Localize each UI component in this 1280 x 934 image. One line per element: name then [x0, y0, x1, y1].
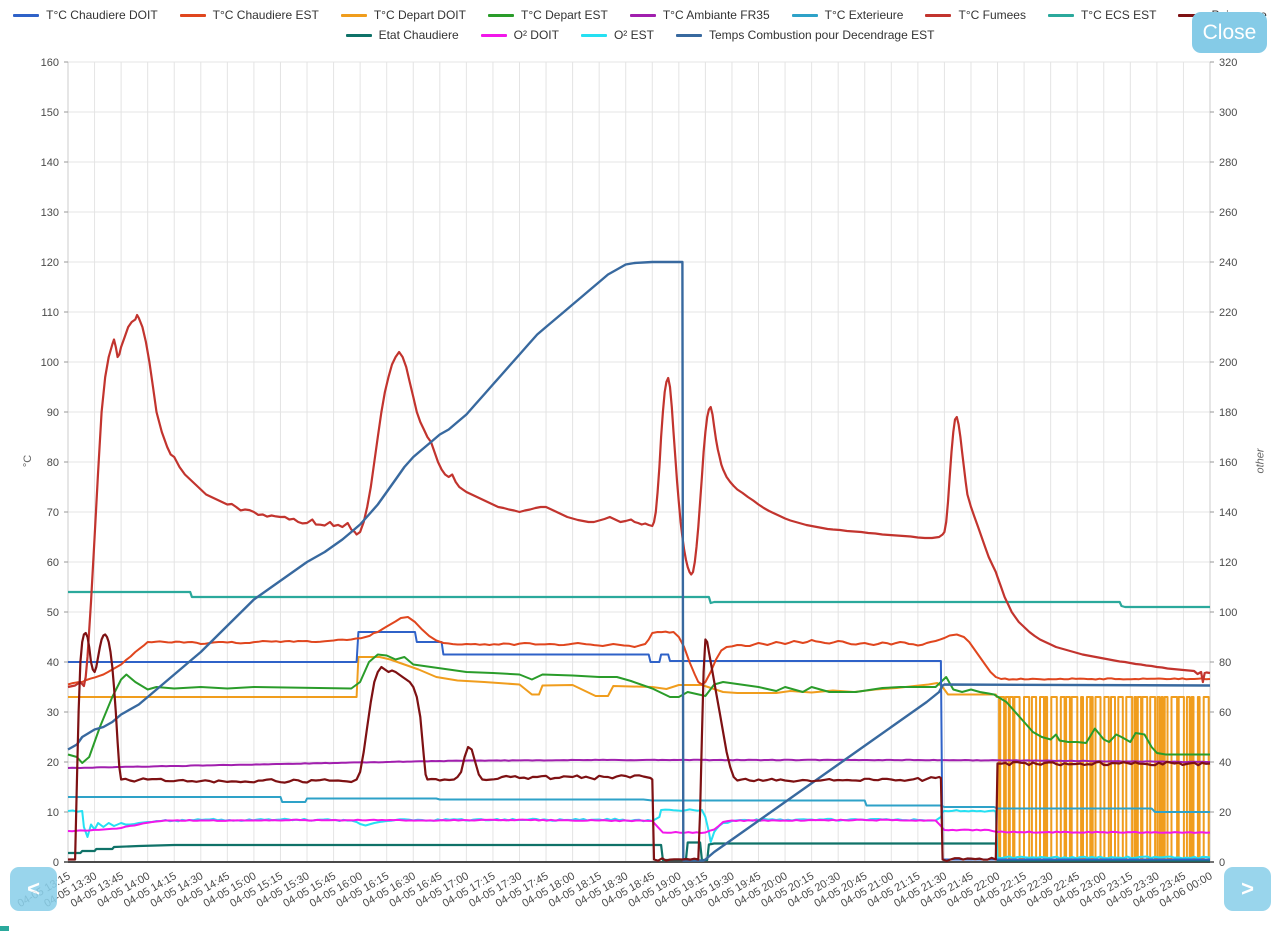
svg-text:150: 150: [41, 107, 59, 119]
legend-item-ambiante[interactable]: T°C Ambiante FR35: [629, 8, 770, 22]
svg-text:130: 130: [41, 207, 59, 219]
svg-text:180: 180: [1219, 407, 1237, 419]
left-axis-title: °C: [22, 454, 35, 468]
svg-text:10: 10: [47, 807, 59, 819]
legend-item-temps_combustion[interactable]: Temps Combustion pour Decendrage EST: [675, 28, 935, 42]
svg-text:90: 90: [47, 407, 59, 419]
legend-label-o2_doit: O² DOIT: [513, 28, 559, 42]
svg-text:160: 160: [1219, 457, 1237, 469]
legend-label-ambiante: T°C Ambiante FR35: [662, 8, 770, 22]
svg-text:200: 200: [1219, 357, 1237, 369]
legend-row-2: Etat Chaudiere O² DOIT O² EST Temps Combust…: [0, 28, 1280, 42]
svg-text:60: 60: [47, 557, 59, 569]
close-button[interactable]: Close: [1192, 12, 1267, 53]
legend-swatch-depart_est: [487, 13, 514, 17]
legend-item-depart_doit[interactable]: T°C Depart DOIT: [340, 8, 466, 22]
legend-item-etat[interactable]: Etat Chaudiere: [345, 28, 459, 42]
legend-label-fumees: T°C Fumees: [958, 8, 1026, 22]
legend-swatch-depart_doit: [340, 13, 367, 17]
legend-label-ecs_est: T°C ECS EST: [1080, 8, 1157, 22]
svg-text:20: 20: [47, 757, 59, 769]
svg-text:50: 50: [47, 607, 59, 619]
svg-text:0: 0: [53, 857, 59, 869]
svg-text:160: 160: [41, 57, 59, 69]
next-page-button[interactable]: >: [1224, 867, 1271, 911]
legend-swatch-chaudiere_est: [179, 13, 206, 17]
legend-swatch-o2_est: [580, 33, 607, 37]
svg-text:100: 100: [1219, 607, 1237, 619]
svg-text:70: 70: [47, 507, 59, 519]
legend-swatch-exterieure: [791, 13, 818, 17]
svg-text:40: 40: [47, 657, 59, 669]
legend-swatch-etat: [345, 33, 372, 37]
svg-text:20: 20: [1219, 807, 1231, 819]
svg-text:80: 80: [1219, 657, 1231, 669]
legend-item-fumees[interactable]: T°C Fumees: [925, 8, 1026, 22]
chart-legend: T°C Chaudiere DOIT T°C Chaudiere EST T°C D…: [0, 8, 1280, 48]
legend-item-o2_est[interactable]: O² EST: [580, 28, 654, 42]
svg-text:280: 280: [1219, 157, 1237, 169]
svg-text:300: 300: [1219, 107, 1237, 119]
svg-text:60: 60: [1219, 707, 1231, 719]
legend-swatch-chaudiere_doit: [13, 13, 40, 17]
legend-item-o2_doit[interactable]: O² DOIT: [480, 28, 559, 42]
legend-swatch-temps_combustion: [675, 33, 702, 37]
legend-row-1: T°C Chaudiere DOIT T°C Chaudiere EST T°C D…: [0, 8, 1280, 22]
legend-swatch-ecs_est: [1047, 13, 1074, 17]
svg-text:120: 120: [41, 257, 59, 269]
right-axis-title: other: [1254, 448, 1267, 474]
svg-text:80: 80: [47, 457, 59, 469]
legend-item-chaudiere_doit[interactable]: T°C Chaudiere DOIT: [13, 8, 158, 22]
legend-label-etat: Etat Chaudiere: [378, 28, 459, 42]
legend-label-depart_doit: T°C Depart DOIT: [373, 8, 466, 22]
svg-text:120: 120: [1219, 557, 1237, 569]
legend-swatch-o2_doit: [480, 33, 507, 37]
legend-swatch-fumees: [925, 13, 952, 17]
legend-label-chaudiere_est: T°C Chaudiere EST: [212, 8, 319, 22]
svg-text:110: 110: [41, 307, 59, 319]
partial-element: [0, 926, 9, 931]
legend-label-chaudiere_doit: T°C Chaudiere DOIT: [46, 8, 158, 22]
previous-page-button[interactable]: <: [10, 867, 57, 911]
legend-swatch-ambiante: [629, 13, 656, 17]
svg-text:40: 40: [1219, 757, 1231, 769]
svg-text:320: 320: [1219, 57, 1237, 69]
svg-text:220: 220: [1219, 307, 1237, 319]
svg-text:30: 30: [47, 707, 59, 719]
legend-label-temps_combustion: Temps Combustion pour Decendrage EST: [708, 28, 935, 42]
svg-text:140: 140: [41, 157, 59, 169]
svg-text:140: 140: [1219, 507, 1237, 519]
legend-item-exterieure[interactable]: T°C Exterieure: [791, 8, 904, 22]
legend-label-o2_est: O² EST: [613, 28, 654, 42]
legend-swatch-puissance: [1178, 13, 1205, 17]
svg-text:0: 0: [1219, 857, 1225, 869]
legend-label-depart_est: T°C Depart EST: [520, 8, 608, 22]
legend-item-ecs_est[interactable]: T°C ECS EST: [1047, 8, 1157, 22]
svg-text:260: 260: [1219, 207, 1237, 219]
legend-label-exterieure: T°C Exterieure: [824, 8, 904, 22]
legend-item-depart_est[interactable]: T°C Depart EST: [487, 8, 608, 22]
svg-text:100: 100: [41, 357, 59, 369]
legend-item-chaudiere_est[interactable]: T°C Chaudiere EST: [179, 8, 319, 22]
svg-text:240: 240: [1219, 257, 1237, 269]
